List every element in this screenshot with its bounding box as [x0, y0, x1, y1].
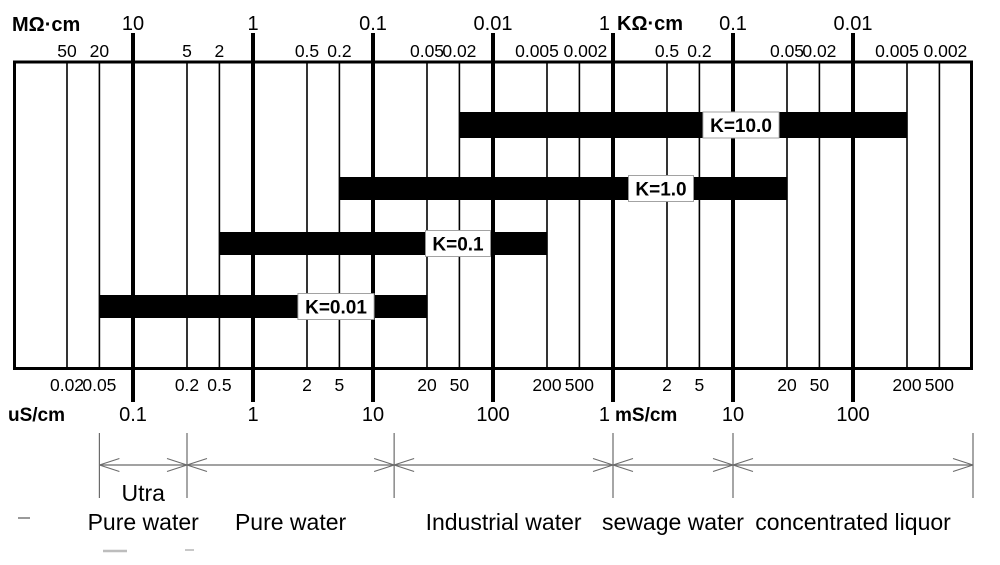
bottom-axis-minor-label: 2	[662, 375, 672, 395]
bottom-axis-major-label: 0.1	[119, 404, 147, 426]
top-axis-major-label: 1	[247, 13, 258, 35]
top-axis-minor-label: 20	[90, 41, 110, 61]
dimension-arrowhead	[373, 457, 395, 466]
top-axis-minor-label: 50	[57, 41, 77, 61]
top-axis-minor-label: 0.002	[924, 41, 968, 61]
dimension-arrowhead	[612, 464, 634, 473]
bottom-axis-major-label: 10	[722, 404, 744, 426]
bottom-axis-minor-label: 0.2	[175, 375, 199, 395]
plot-box	[13, 60, 973, 370]
dimension-arrowhead	[99, 464, 120, 473]
top-axis-minor-label: 5	[182, 41, 192, 61]
axis-labels-group: 10 1 0.1 0.01 1 KΩ·cm 0.1 0.010.1 1 10 100 1 mS/cm 10…	[50, 13, 967, 426]
bottom-axis-minor-label: 5	[335, 375, 345, 395]
bottom-axis-minor-label: 20	[777, 375, 797, 395]
top-axis-minor-label: 0.2	[687, 41, 711, 61]
top-axis-minor-label: 2	[215, 41, 225, 61]
dimension-arrowhead	[712, 457, 734, 466]
dimension-arrowhead	[166, 464, 188, 473]
stray-marks-group	[18, 517, 194, 553]
dimension-arrowhead	[612, 457, 634, 466]
range-bar-label: K=0.1	[432, 235, 484, 256]
range-bar	[99, 295, 428, 318]
top-axis-minor-label: 0.5	[295, 41, 319, 61]
water-categories-group: Utra Pure water Pure water Industrial water…	[88, 480, 952, 535]
dimension-arrowhead	[732, 464, 754, 473]
range-bar	[459, 112, 907, 138]
top-axis-major-label: 0.1	[719, 13, 747, 35]
bottom-axis-minor-label: 50	[810, 375, 830, 395]
plot-box-group	[13, 60, 973, 370]
bottom-axis-major-label: 1	[599, 404, 610, 426]
top-axis-minor-label: 0.002	[564, 41, 608, 61]
bottom-axis-minor-label: 20	[417, 375, 437, 395]
water-category-label: concentrated liquor	[755, 509, 951, 535]
dimension-arrowhead	[592, 457, 614, 466]
water-category-label: Pure water	[88, 509, 200, 535]
top-axis-minor-label: 0.02	[442, 41, 476, 61]
range-bar-label: K=10.0	[710, 116, 772, 137]
bottom-axis-minor-label: 0.05	[82, 375, 116, 395]
water-category-label: Utra	[121, 480, 165, 506]
bottom-axis-minor-label: 200	[892, 375, 921, 395]
dimension-arrowhead	[186, 457, 208, 466]
top-axis-minor-label: 0.02	[802, 41, 836, 61]
water-category-label: Pure water	[235, 509, 347, 535]
range-bars-group: K=10.0 K=1.0 K=0.1 K=0.01	[99, 111, 907, 320]
bottom-axis-minor-label: 0.02	[50, 375, 84, 395]
bottom-axis-minor-label: 500	[565, 375, 594, 395]
range-bar-label: K=0.01	[305, 298, 367, 319]
dimension-arrowhead	[186, 464, 208, 473]
dimension-arrows-group	[98, 433, 974, 498]
bottom-axis-unit-label: uS/cm	[8, 405, 65, 426]
range-bar-label-box	[702, 111, 780, 139]
range-bar	[339, 177, 787, 200]
range-bar-label-box	[425, 230, 491, 257]
dimension-arrowhead	[99, 457, 120, 466]
range-bar	[219, 232, 547, 255]
top-axis-unit-label: MΩ·cm	[12, 14, 80, 36]
dimension-arrowhead	[373, 464, 395, 473]
bottom-axis-major-label: 100	[836, 404, 869, 426]
range-bar-label-box	[628, 175, 694, 202]
top-axis-major-label: 10	[122, 13, 144, 35]
top-axis-major-label: 0.01	[834, 13, 873, 35]
gridlines-group	[66, 33, 941, 402]
range-bar-label: K=1.0	[635, 180, 686, 201]
bottom-axis-unit-mid-label: mS/cm	[615, 405, 677, 426]
top-axis-minor-label: 0.005	[515, 41, 559, 61]
top-axis-major-label: 0.01	[474, 13, 513, 35]
dimension-arrowhead	[732, 457, 754, 466]
top-axis-minor-label: 0.5	[655, 41, 679, 61]
bottom-axis-minor-label: 50	[450, 375, 470, 395]
bottom-axis-minor-label: 2	[302, 375, 312, 395]
top-axis-major-label: 1	[599, 13, 610, 35]
dimension-arrowhead	[712, 464, 734, 473]
top-axis-unit-mid-label: KΩ·cm	[617, 13, 683, 35]
dimension-arrowhead	[393, 464, 415, 473]
top-axis-minor-label: 0.2	[327, 41, 351, 61]
range-bar-label-box	[297, 293, 375, 320]
bottom-axis-major-label: 100	[476, 404, 509, 426]
dimension-arrowhead	[393, 457, 415, 466]
dimension-arrowhead	[952, 464, 974, 473]
bottom-axis-minor-label: 500	[925, 375, 954, 395]
water-category-label: Industrial water	[426, 509, 582, 535]
bottom-axis-major-label: 1	[247, 404, 258, 426]
top-axis-major-label: 0.1	[359, 13, 387, 35]
top-axis-minor-label: 0.005	[875, 41, 919, 61]
bottom-axis-major-label: 10	[362, 404, 384, 426]
top-axis-minor-label: 0.05	[410, 41, 444, 61]
top-axis-minor-label: 0.05	[770, 41, 804, 61]
water-category-label: sewage water	[602, 509, 744, 535]
bottom-axis-minor-label: 0.5	[207, 375, 231, 395]
dimension-arrowhead	[952, 457, 974, 466]
dimension-arrowhead	[166, 457, 188, 466]
bottom-axis-minor-label: 5	[695, 375, 705, 395]
bottom-axis-minor-label: 200	[532, 375, 561, 395]
dimension-arrowhead	[592, 464, 614, 473]
